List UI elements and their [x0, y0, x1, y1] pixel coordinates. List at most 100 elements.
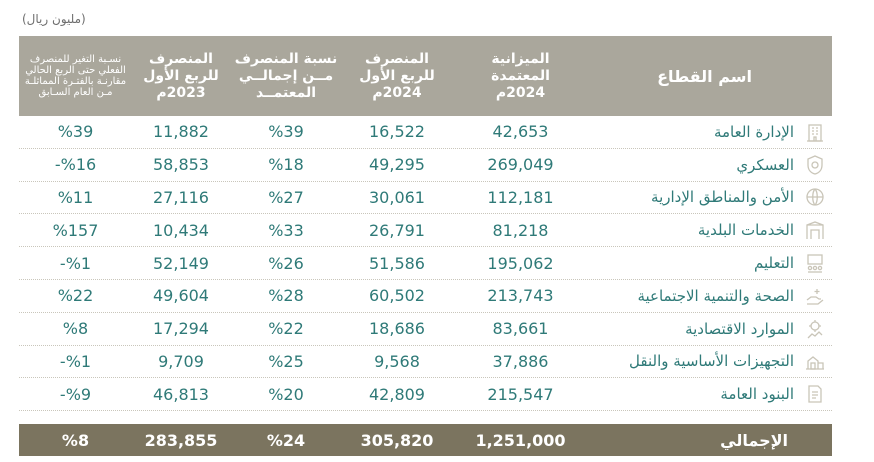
- cell-spend-2023: 52,149: [153, 253, 209, 273]
- table-row: البنود العامة 215,547 42,809 %20 46,813 %9-: [19, 378, 832, 412]
- cell-spend-2023: 10,434: [153, 220, 209, 240]
- cell-spend-2023: 58,853: [153, 155, 209, 175]
- cell-change: %16-: [54, 155, 97, 175]
- header-spend-2024: المنصرف للربع الأول 2024م: [342, 51, 452, 102]
- cell-spend-2024: 16,522: [369, 122, 425, 142]
- table-row: الموارد الاقتصادية 83,661 18,686 %22 17,294%…: [19, 313, 832, 346]
- shield-icon: [804, 154, 826, 176]
- total-change: %8: [61, 430, 90, 450]
- cell-share: %27: [268, 187, 304, 207]
- globe-icon: [804, 186, 826, 208]
- cell-sector: التجهيزات الأساسية والنقل: [589, 350, 832, 372]
- economy-gear-icon: [804, 318, 826, 340]
- infrastructure-icon: [804, 350, 826, 372]
- header-change-line: مقارنـة بالفتـرة المماثلـة: [24, 76, 127, 87]
- cell-budget: 112,181: [487, 187, 554, 207]
- cell-change: %1-: [59, 253, 92, 273]
- total-spend-2023: 283,855: [144, 430, 218, 450]
- cell-spend-2023: 46,813: [153, 384, 209, 404]
- cell-share: %20: [268, 384, 304, 404]
- sector-label: الصحة والتنمية الاجتماعية: [637, 286, 794, 305]
- table-body: الإدارة العامة 42,653 16,522 %39 11,882 %39 ال…: [19, 116, 832, 412]
- header-spend-2023-line: للربع الأول: [143, 67, 219, 84]
- total-label: الإجمالي: [720, 430, 788, 450]
- cell-share: %39: [268, 122, 304, 142]
- document-icon: [804, 383, 826, 405]
- cell-budget: 42,653: [492, 122, 549, 142]
- header-share-line: المعتمــد: [255, 84, 317, 101]
- total-budget: 1,251,000: [475, 430, 566, 450]
- cell-sector: الإدارة العامة: [589, 121, 832, 143]
- total-share: %24: [266, 430, 306, 450]
- table-row: العسكري 269,049 49,295 %18 58,853 %16-: [19, 149, 832, 182]
- header-change: نسـبة التغير للمنصرف الفعلي حتى الربع ال…: [19, 54, 132, 98]
- cell-sector: الأمن والمناطق الإدارية: [589, 186, 832, 208]
- cell-change: %11: [57, 187, 94, 207]
- unit-note: (مليون ريال): [22, 12, 86, 26]
- cell-spend-2024: 26,791: [369, 220, 425, 240]
- cell-spend-2024: 49,295: [369, 155, 425, 175]
- cell-sector: التعليم: [589, 252, 832, 274]
- header-sector: اسم القطاع: [657, 66, 752, 86]
- cell-spend-2023: 17,294: [153, 319, 209, 339]
- table-row: التعليم 195,062 51,586 %26 52,149 %1-: [19, 247, 832, 280]
- cell-spend-2024: 9,568: [374, 351, 420, 371]
- budget-table: اسم القطاع الميزانية المعتمدة 2024م المن…: [19, 36, 832, 412]
- table-row: الأمن والمناطق الإدارية 112,181 30,061 %27 2…: [19, 182, 832, 215]
- cell-budget: 195,062: [487, 253, 554, 273]
- cell-spend-2024: 60,502: [369, 286, 425, 306]
- health-hand-icon: [804, 285, 826, 307]
- cell-budget: 83,661: [492, 319, 549, 339]
- cell-change: %39: [57, 122, 94, 142]
- sector-label: العسكري: [736, 155, 794, 174]
- cell-change: %22: [57, 286, 94, 306]
- cell-share: %18: [268, 155, 304, 175]
- cell-change: %9-: [59, 384, 92, 404]
- header-budget-line: المعتمدة: [491, 67, 550, 84]
- header-change-line: مـن العام السـابق: [38, 87, 113, 98]
- classroom-icon: [804, 252, 826, 274]
- cell-share: %26: [268, 253, 304, 273]
- cell-spend-2023: 49,604: [153, 286, 209, 306]
- cell-spend-2024: 51,586: [369, 253, 425, 273]
- cell-budget: 215,547: [487, 384, 554, 404]
- cell-budget: 269,049: [487, 155, 554, 175]
- cell-sector: الخدمات البلدية: [589, 219, 832, 241]
- header-change-line: نسـبة التغير للمنصرف: [29, 54, 122, 65]
- total-row: الإجمالي 1,251,000 305,820 %24 283,855 %…: [19, 424, 832, 456]
- cell-spend-2023: 27,116: [153, 187, 209, 207]
- table-header: اسم القطاع الميزانية المعتمدة 2024م المن…: [19, 36, 832, 116]
- sector-label: الأمن والمناطق الإدارية: [651, 188, 794, 207]
- cell-spend-2024: 42,809: [369, 384, 425, 404]
- municipal-gate-icon: [804, 219, 826, 241]
- cell-sector: الصحة والتنمية الاجتماعية: [589, 285, 832, 307]
- cell-sector: الموارد الاقتصادية: [589, 318, 832, 340]
- table-row: التجهيزات الأساسية والنقل 37,886 9,568 %25 9…: [19, 346, 832, 379]
- header-spend-2024-line: المنصرف: [365, 50, 429, 67]
- header-share-line: مــن إجمالــي: [238, 67, 334, 84]
- cell-sector: العسكري: [589, 154, 832, 176]
- sector-label: الموارد الاقتصادية: [685, 319, 794, 338]
- cell-change: %157: [52, 220, 99, 240]
- header-budget: الميزانية المعتمدة 2024م: [452, 51, 589, 102]
- table-row: الصحة والتنمية الاجتماعية 213,743 60,502 %2…: [19, 280, 832, 313]
- cell-share: %33: [268, 220, 304, 240]
- cell-budget: 213,743: [487, 286, 554, 306]
- header-spend-2024-line: للربع الأول: [359, 67, 435, 84]
- cell-spend-2024: 18,686: [369, 319, 425, 339]
- header-spend-2023: المنصرف للربع الأول 2023م: [132, 51, 230, 102]
- cell-sector: البنود العامة: [589, 383, 832, 405]
- cell-spend-2023: 11,882: [153, 122, 209, 142]
- total-spend-2024: 305,820: [360, 430, 434, 450]
- cell-share: %25: [268, 351, 304, 371]
- sector-label: الإدارة العامة: [713, 122, 794, 141]
- header-share-line: نسبة المنصرف: [234, 50, 338, 67]
- cell-spend-2024: 30,061: [369, 187, 425, 207]
- sector-label: الخدمات البلدية: [697, 221, 794, 240]
- building-icon: [804, 121, 826, 143]
- header-budget-line: الميزانية: [491, 50, 550, 67]
- cell-change: %8: [62, 319, 89, 339]
- header-share: نسبة المنصرف مــن إجمالــي المعتمــد: [230, 51, 342, 102]
- header-spend-2023-line: 2023م: [156, 84, 206, 101]
- cell-budget: 37,886: [492, 351, 549, 371]
